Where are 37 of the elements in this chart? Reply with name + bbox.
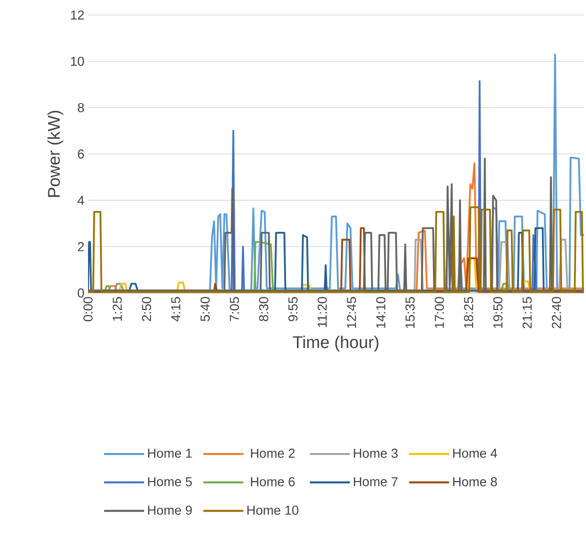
legend-label: Home 2	[251, 448, 295, 458]
y-tick-label: 0	[78, 288, 84, 298]
y-tick-label: 12	[71, 10, 84, 20]
legend-label: Home 4	[453, 448, 498, 458]
x-axis-title: Time (hour)	[292, 336, 378, 352]
legend-label: Home 7	[354, 477, 398, 486]
x-tick-label: 2:50	[142, 297, 152, 322]
x-tick-label: 17:00	[434, 297, 444, 328]
x-tick-label: 7:05	[230, 297, 239, 322]
x-tick-label: 14:10	[376, 297, 386, 328]
y-tick-label: 6	[78, 149, 84, 159]
legend-label: Home 9	[148, 506, 192, 515]
x-tick-label: 5:40	[200, 297, 210, 322]
y-axis-title: Power (kW)	[47, 110, 64, 197]
legend-label: Home 10	[247, 506, 298, 515]
x-tick-label: 19:50	[493, 297, 502, 328]
y-tick-label: 2	[78, 242, 84, 252]
y-tick-label: 8	[78, 103, 84, 112]
x-tick-label: 21:15	[522, 297, 532, 328]
legend-label: Home 5	[148, 477, 192, 486]
x-tick-label: 4:15	[171, 297, 180, 322]
legend-label: Home 6	[251, 477, 295, 486]
y-tick-label: 10	[71, 56, 84, 66]
x-tick-label: 22:40	[552, 297, 562, 328]
x-tick-label: 11:20	[318, 297, 327, 327]
x-tick-label: 18:25	[464, 297, 474, 328]
legend-label: Home 1	[148, 448, 192, 458]
x-tick-label: 8:30	[259, 297, 268, 322]
line-series	[88, 206, 584, 293]
x-tick-label: 9:55	[288, 297, 298, 322]
x-tick-label: 15:35	[405, 297, 415, 328]
x-tick-label: 12:45	[346, 297, 356, 328]
y-tick-label: 4	[78, 196, 84, 205]
legend-label: Home 3	[354, 448, 398, 458]
x-tick-label: 0:00	[83, 297, 93, 322]
x-tick-label: 1:25	[112, 297, 122, 321]
legend-label: Home 8	[453, 477, 497, 486]
